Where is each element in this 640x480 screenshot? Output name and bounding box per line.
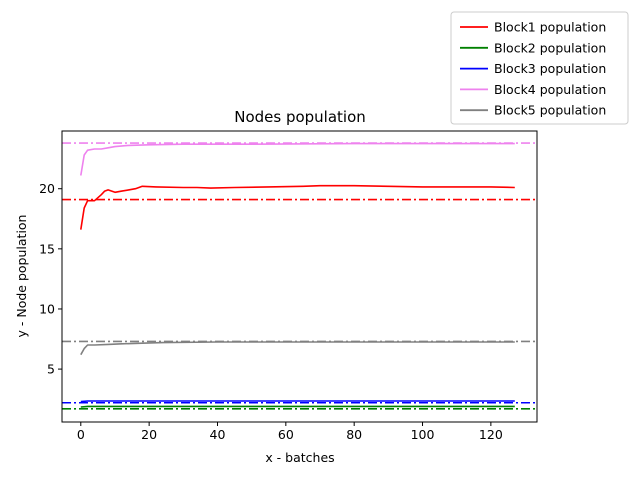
- axes: 0 20 40 60 80 100 120 5 10 15 20: [39, 130, 538, 442]
- y-tick-label-10: 10: [39, 301, 55, 316]
- series-line-5: [80, 341, 515, 356]
- plot-area: [62, 142, 537, 410]
- x-tick-label-60: 60: [278, 427, 294, 442]
- x-tick-label-80: 80: [346, 427, 362, 442]
- legend-box: [450, 11, 629, 125]
- legend-label-3: Block3 population: [494, 61, 606, 76]
- axes-frame: [61, 130, 538, 423]
- x-tick-label-100: 100: [411, 427, 435, 442]
- series-line-3: [80, 400, 515, 403]
- x-tick-label-120: 120: [479, 427, 503, 442]
- series-line-1: [80, 184, 515, 230]
- x-tick-label-40: 40: [210, 427, 226, 442]
- x-axis-label: x - batches: [265, 450, 334, 465]
- series-line-2: [80, 405, 515, 408]
- y-tick-label-15: 15: [39, 241, 55, 256]
- chart-title: Nodes population: [234, 108, 366, 126]
- x-tick-label-0: 0: [77, 427, 85, 442]
- series-line-4: [80, 142, 515, 176]
- y-tick-label-5: 5: [47, 362, 55, 377]
- legend-label-5: Block5 population: [494, 103, 606, 118]
- y-tick-label-20: 20: [39, 181, 55, 196]
- legend-label-2: Block2 population: [494, 40, 606, 55]
- x-tick-label-20: 20: [141, 427, 157, 442]
- legend-label-1: Block1 population: [494, 20, 606, 35]
- legend: Block1 population Block2 population Block3…: [450, 11, 629, 125]
- legend-label-4: Block4 population: [494, 82, 606, 97]
- y-axis-label: y - Node population: [14, 215, 29, 338]
